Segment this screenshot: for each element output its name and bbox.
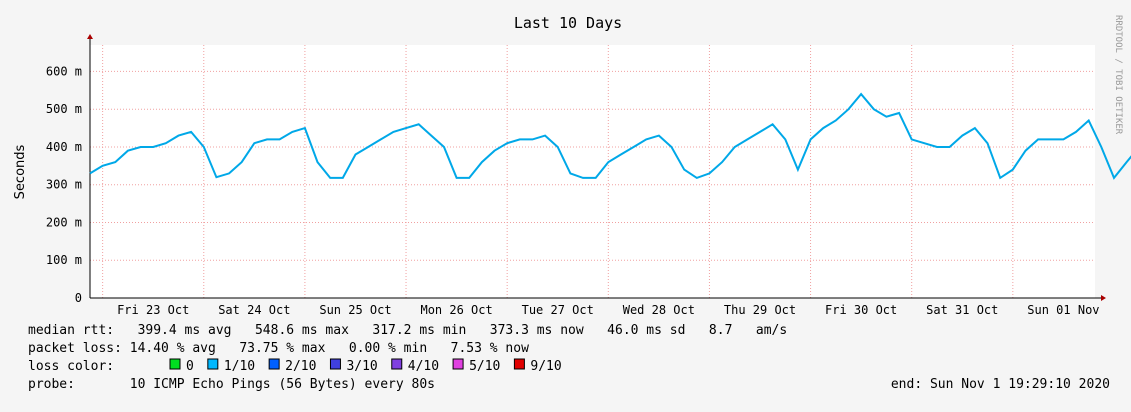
y-tick-label: 400 m	[46, 140, 82, 154]
x-tick-label: Fri 23 Oct	[117, 303, 189, 317]
x-tick-label: Sat 31 Oct	[926, 303, 998, 317]
x-tick-label: Thu 29 Oct	[724, 303, 796, 317]
plot-area	[90, 45, 1095, 298]
loss-swatch	[268, 358, 280, 370]
footer-line: packet loss: 14.40 % avg 73.75 % max 0.0…	[28, 341, 529, 356]
loss-swatch	[513, 358, 525, 370]
loss-label: 4/10	[408, 359, 439, 374]
loss-swatch	[391, 358, 403, 370]
loss-swatch	[329, 358, 341, 370]
loss-label: 0	[186, 359, 194, 374]
loss-label: 1/10	[224, 359, 255, 374]
x-tick-label: Sat 24 Oct	[218, 303, 290, 317]
loss-label: 5/10	[469, 359, 500, 374]
footer-line: median rtt: 399.4 ms avg 548.6 ms max 31…	[28, 323, 787, 338]
x-tick-label: Wed 28 Oct	[623, 303, 695, 317]
loss-label: 2/10	[285, 359, 316, 374]
footer-line: loss color:	[28, 359, 114, 374]
y-tick-label: 300 m	[46, 178, 82, 192]
axis-arrow	[87, 34, 93, 39]
loss-swatch	[452, 358, 464, 370]
x-tick-label: Sun 01 Nov	[1027, 303, 1099, 317]
y-tick-label: 600 m	[46, 64, 82, 78]
median-line	[89, 92, 1131, 180]
loss-swatch	[169, 358, 181, 370]
footer-line: probe: 10 ICMP Echo Pings (56 Bytes) eve…	[28, 377, 435, 392]
end-text: end: Sun Nov 1 19:29:10 2020	[891, 377, 1110, 392]
loss-swatch	[207, 358, 219, 370]
y-tick-label: 500 m	[46, 102, 82, 116]
axis-arrow	[1101, 295, 1106, 301]
x-tick-label: Mon 26 Oct	[420, 303, 492, 317]
x-tick-label: Sun 25 Oct	[319, 303, 391, 317]
x-tick-label: Fri 30 Oct	[825, 303, 897, 317]
loss-label: 3/10	[346, 359, 377, 374]
y-tick-label: 200 m	[46, 215, 82, 229]
y-axis-label: Seconds	[13, 144, 28, 199]
y-tick-label: 100 m	[46, 253, 82, 267]
x-tick-label: Tue 27 Oct	[522, 303, 594, 317]
y-tick-label: 0	[75, 291, 82, 305]
side-text: RRDTOOL / TOBI OETIKER	[1113, 15, 1123, 135]
loss-label: 9/10	[530, 359, 561, 374]
chart-title: Last 10 Days	[514, 14, 622, 32]
